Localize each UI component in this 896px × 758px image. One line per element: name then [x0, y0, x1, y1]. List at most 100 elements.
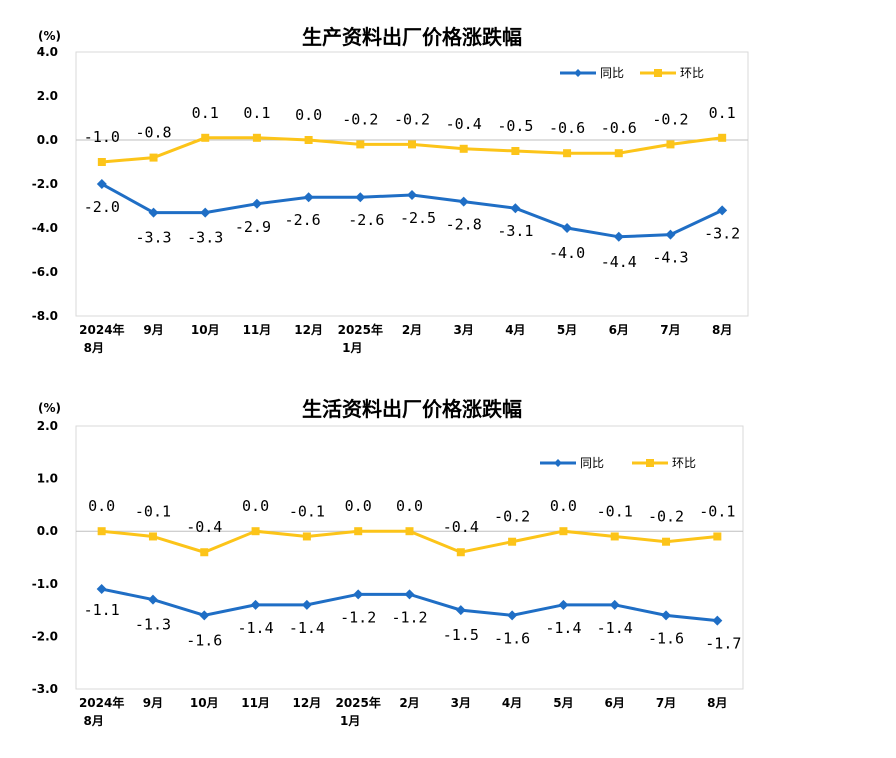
data-point-mom: [304, 136, 313, 144]
data-label: -1.6: [648, 629, 684, 647]
data-point-yoy: [507, 610, 518, 621]
legend-marker: [574, 69, 582, 77]
data-label: -4.0: [549, 244, 585, 262]
data-point-yoy: [200, 207, 211, 218]
data-label: -4.4: [601, 253, 637, 271]
data-label: -2.9: [235, 218, 271, 236]
data-point-yoy: [303, 192, 314, 203]
data-label: -1.7: [705, 635, 741, 653]
y-tick-label: 2.0: [37, 89, 58, 103]
data-point-yoy: [147, 594, 158, 605]
data-label: -1.4: [238, 619, 274, 637]
data-point-mom: [662, 537, 671, 546]
data-label: 0.0: [295, 106, 322, 124]
data-label: -1.0: [84, 128, 120, 146]
data-point-yoy: [613, 231, 624, 242]
x-tick-label: 8月: [712, 323, 732, 337]
x-tick-label: 9月: [143, 323, 163, 337]
data-label: -2.0: [84, 198, 120, 216]
data-label: -1.6: [494, 629, 530, 647]
data-label: 0.1: [192, 104, 219, 122]
legend-label: 同比: [580, 456, 604, 470]
y-tick-label: 4.0: [37, 45, 58, 59]
x-tick-label: 8月: [707, 696, 727, 710]
x-tick-label: 2025年: [335, 695, 380, 710]
data-point-mom: [559, 527, 568, 536]
data-point-yoy: [407, 190, 417, 200]
x-tick-label: 1月: [342, 341, 362, 355]
legend-item: 同比: [560, 66, 624, 80]
data-label: -0.1: [289, 502, 325, 520]
data-point-mom: [200, 548, 209, 557]
chart-production-materials: 生产资料出厂价格涨跌幅 (%) 4.0 2.0 0.0 -2.0 -4.0 -6.0 -8.…: [32, 25, 749, 355]
x-tick-label: 3月: [454, 323, 474, 337]
data-point-yoy: [717, 205, 728, 216]
x-tick-label: 2月: [399, 696, 419, 710]
data-point-yoy: [199, 610, 210, 621]
x-tick-label: 2025年: [338, 322, 383, 337]
x-tick-label: 4月: [502, 696, 522, 710]
data-point-mom: [356, 140, 365, 149]
x-tick-label: 1月: [340, 714, 360, 728]
data-label: -0.2: [494, 508, 530, 526]
y-tick-label: -3.0: [32, 682, 58, 696]
y-tick-label: -8.0: [32, 309, 58, 323]
data-label: -3.1: [497, 222, 533, 240]
data-point-yoy: [250, 599, 261, 610]
y-tick-label: 1.0: [37, 472, 58, 486]
data-label: -0.2: [648, 508, 684, 526]
data-point-yoy: [455, 605, 466, 616]
x-tick-label: 12月: [294, 323, 323, 337]
data-point-mom: [713, 532, 722, 541]
data-label: 0.0: [396, 497, 423, 515]
data-point-mom: [97, 158, 106, 166]
x-tick-label: 7月: [660, 323, 680, 337]
data-point-yoy: [712, 615, 723, 626]
data-point-yoy: [458, 196, 469, 207]
x-tick-label: 5月: [553, 696, 573, 710]
data-point-yoy: [562, 223, 573, 233]
x-tick-label: 2024年: [79, 322, 124, 337]
data-label: -1.5: [443, 626, 479, 644]
data-label: -2.8: [446, 216, 482, 234]
plot-area: [75, 51, 749, 317]
y-unit-label: (%): [38, 29, 61, 43]
x-tick-label: 11月: [243, 323, 272, 337]
data-label: -3.3: [135, 229, 171, 247]
data-label: 0.0: [550, 497, 577, 515]
data-label: -0.4: [446, 115, 482, 133]
x-tick-label: 2024年: [79, 695, 124, 710]
data-point-mom: [97, 527, 106, 536]
data-label: -3.2: [704, 224, 740, 242]
data-label: -0.4: [443, 518, 479, 536]
y-tick-label: -4.0: [32, 221, 58, 235]
data-point-mom: [456, 548, 465, 557]
legend-item: 环比: [632, 456, 696, 470]
y-tick-label: 0.0: [37, 524, 58, 538]
chart-title: 生产资料出厂价格涨跌幅: [302, 25, 522, 49]
data-point-yoy: [96, 179, 107, 189]
data-point-yoy: [665, 229, 676, 240]
data-label: -1.4: [545, 619, 581, 637]
data-point-mom: [508, 537, 517, 546]
data-label: 0.1: [243, 104, 270, 122]
data-point-mom: [563, 149, 572, 158]
y-tick-label: -6.0: [32, 265, 58, 279]
data-label: -0.4: [186, 518, 222, 536]
legend-marker: [554, 459, 562, 467]
x-tick-label: 4月: [505, 323, 525, 337]
data-label: 0.0: [345, 497, 372, 515]
data-label: -2.5: [400, 209, 436, 227]
data-label: -1.4: [597, 619, 633, 637]
x-tick-label: 6月: [609, 323, 629, 337]
y-tick-label: -1.0: [32, 577, 58, 591]
data-label: -0.1: [699, 502, 735, 520]
legend-label: 同比: [600, 66, 624, 80]
data-label: -0.5: [497, 117, 533, 135]
data-label: -1.2: [340, 608, 376, 626]
data-label: -0.6: [601, 119, 637, 137]
x-tick-label: 7月: [656, 696, 676, 710]
data-point-mom: [610, 532, 619, 541]
data-point-yoy: [355, 192, 366, 203]
